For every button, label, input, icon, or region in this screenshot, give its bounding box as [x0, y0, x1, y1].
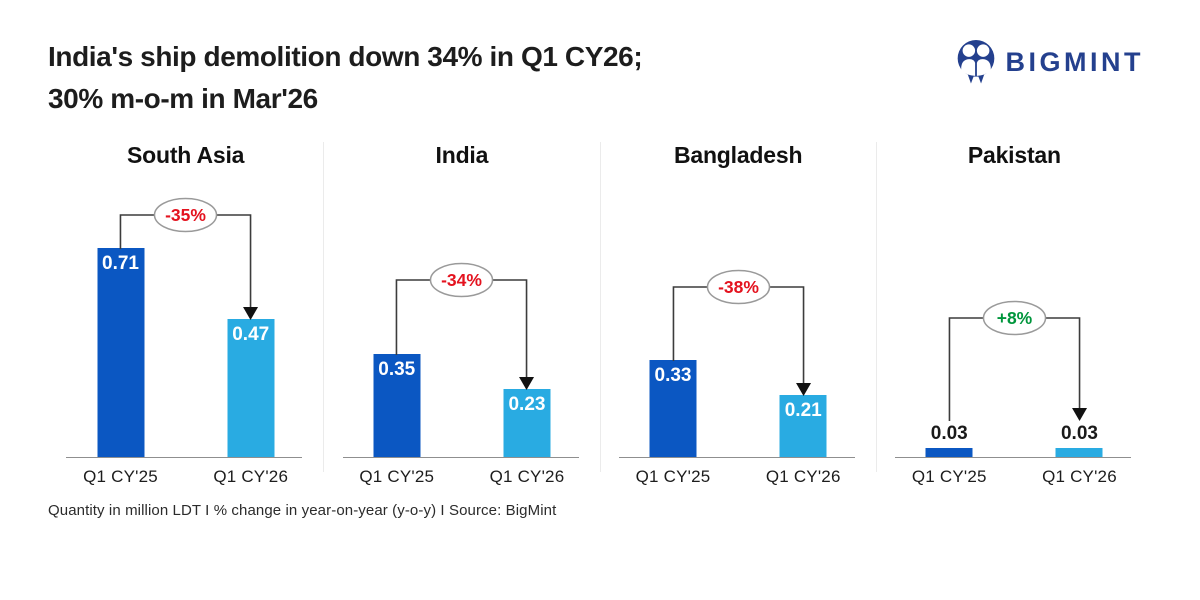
chart-title-line-1: India's ship demolition down 34% in Q1 C…	[48, 41, 643, 72]
panel-south-asia: South Asia -35% 0.71 0.47 Q1 CY'25 Q1 CY…	[48, 142, 325, 486]
footnote: Quantity in million LDT I % change in ye…	[48, 502, 557, 519]
change-annotation-south-asia: -35%	[119, 197, 259, 320]
x-axis-line	[895, 457, 1132, 458]
bar-value-label: 0.23	[508, 394, 546, 415]
bar-q1cy26: 0.21	[779, 395, 827, 457]
svg-text:-34%: -34%	[441, 270, 482, 290]
header: India's ship demolition down 34% in Q1 C…	[48, 36, 1152, 120]
change-annotation-pakistan: +8%	[948, 300, 1087, 421]
chart-title-block: India's ship demolition down 34% in Q1 C…	[48, 36, 643, 120]
bar-value-label: 0.35	[378, 359, 416, 380]
panel-title-india: India	[435, 142, 489, 168]
plot-south-asia: -35% 0.71 0.47 Q1 CY'25 Q1 CY'26	[50, 183, 321, 486]
plot-india: -34% 0.35 0.23 Q1 CY'25 Q1 CY'26	[326, 183, 597, 486]
chart-title-line-2: 30% m-o-m in Mar'26	[48, 83, 318, 114]
bar-q1cy25: 0.33	[649, 360, 697, 457]
svg-text:-35%: -35%	[165, 205, 206, 225]
bar-value-label: 0.03	[1060, 423, 1098, 444]
chart-panels: South Asia -35% 0.71 0.47 Q1 CY'25 Q1 CY…	[48, 142, 1152, 486]
x-tick-label: Q1 CY'26	[489, 467, 565, 486]
x-axis-line	[342, 457, 579, 458]
bar-value-label: 0.47	[232, 324, 270, 345]
x-tick-label: Q1 CY'25	[359, 467, 435, 486]
bar-q1cy26: 0.03	[1055, 423, 1103, 457]
plot-pakistan: +8% 0.03 0.03 Q1 CY'25 Q1 CY'26	[879, 183, 1150, 486]
bar-q1cy25: 0.03	[925, 423, 973, 457]
bar-q1cy25: 0.35	[373, 354, 421, 457]
x-tick-label: Q1 CY'26	[213, 467, 289, 486]
bigmint-logo: BIGMINT	[954, 38, 1145, 86]
x-tick-label: Q1 CY'25	[911, 467, 987, 486]
x-tick-label: Q1 CY'25	[83, 467, 158, 486]
bar-value-label: 0.21	[784, 400, 822, 421]
change-annotation-india: -34%	[395, 262, 535, 390]
x-axis-line	[618, 457, 855, 458]
plot-bangladesh: -38% 0.33 0.21 Q1 CY'25 Q1 CY'26	[603, 183, 874, 486]
x-tick-label: Q1 CY'26	[765, 467, 841, 486]
change-annotation-bangladesh: -38%	[672, 269, 811, 396]
bar-q1cy26: 0.23	[503, 389, 551, 457]
panel-title-south-asia: South Asia	[126, 142, 245, 168]
bar-value-label: 0.71	[102, 253, 139, 274]
panel-title-bangladesh: Bangladesh	[673, 142, 803, 168]
bar-q1cy25: 0.71	[97, 248, 145, 457]
svg-text:-38%: -38%	[718, 277, 759, 297]
svg-text:+8%: +8%	[996, 308, 1032, 328]
panel-india: India -34% 0.35 0.23 Q1 CY'25 Q1 CY'26	[324, 142, 601, 486]
panel-bangladesh: Bangladesh -38% 0.33 0.21 Q1 CY'25 Q1 CY…	[601, 142, 877, 486]
panel-title-pakistan: Pakistan	[967, 142, 1061, 168]
panel-pakistan: Pakistan +8% 0.03 0.03 Q1 CY'25 Q1 CY'26	[877, 142, 1152, 486]
x-tick-label: Q1 CY'26	[1042, 467, 1117, 486]
x-axis-line	[66, 457, 303, 458]
bar-q1cy26: 0.47	[227, 319, 275, 457]
x-tick-label: Q1 CY'25	[635, 467, 711, 486]
bigmint-logo-text: BIGMINT	[1005, 46, 1144, 77]
bar-value-label: 0.33	[654, 365, 692, 386]
bigmint-logo-icon	[957, 40, 994, 84]
bar-value-label: 0.03	[930, 423, 968, 444]
